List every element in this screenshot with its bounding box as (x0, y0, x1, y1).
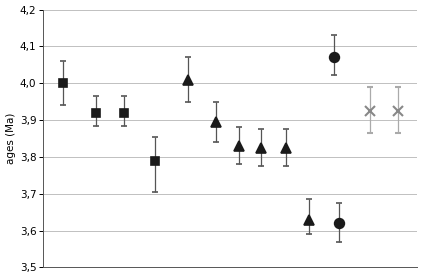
Y-axis label: ages (Ma): ages (Ma) (5, 113, 16, 164)
